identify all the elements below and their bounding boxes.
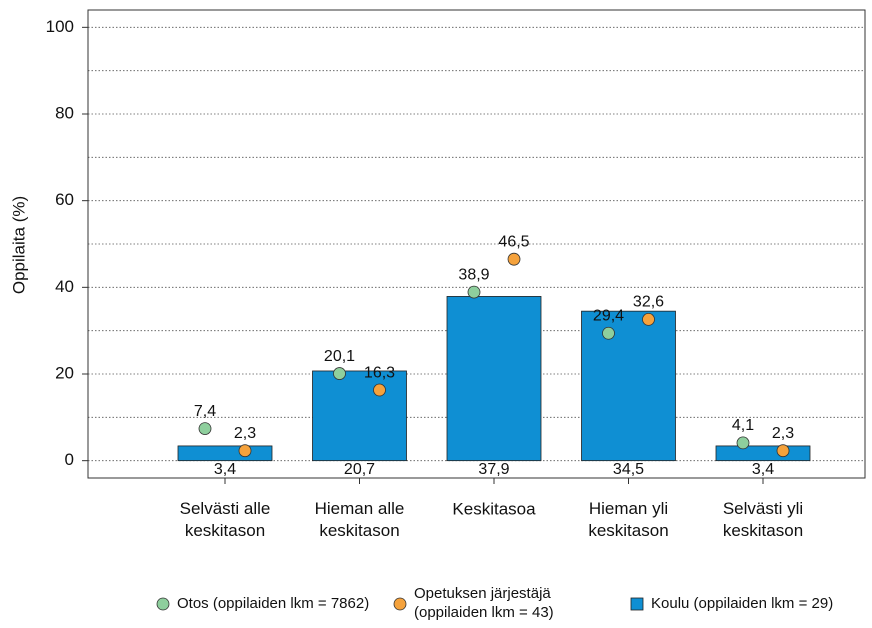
- legend-marker: [156, 597, 170, 611]
- point: [333, 367, 346, 380]
- legend-label: Opetuksen järjestäjä (oppilaiden lkm = 43…: [414, 585, 554, 621]
- bar: [312, 370, 407, 462]
- bar: [581, 310, 676, 462]
- legend-label: Otos (oppilaiden lkm = 7862): [177, 595, 369, 612]
- x-tick-label: Keskitasoa: [452, 499, 536, 518]
- point-value-label: 2,3: [234, 425, 256, 442]
- bar-value-label: 34,5: [613, 461, 644, 478]
- bar-value-label: 20,7: [344, 461, 375, 478]
- point-value-label: 46,5: [498, 233, 529, 250]
- y-axis-label: Oppilaita (%): [9, 196, 28, 294]
- legend-marker: [630, 597, 644, 611]
- x-tick-label: Selvästi yli keskitason: [723, 499, 803, 540]
- point-value-label: 7,4: [194, 403, 216, 420]
- legend-marker: [393, 597, 407, 611]
- y-tick-label: 80: [55, 103, 74, 122]
- point: [736, 436, 750, 450]
- bar-value-label: 3,4: [214, 461, 236, 478]
- y-tick-label: 0: [65, 450, 74, 469]
- point-value-label: 16,3: [364, 364, 395, 381]
- bar-value-label: 37,9: [478, 461, 509, 478]
- y-tick-label: 40: [55, 277, 74, 296]
- point-value-label: 4,1: [732, 417, 754, 434]
- x-tick-label: Hieman alle keskitason: [315, 499, 405, 540]
- point-value-label: 32,6: [633, 294, 664, 311]
- y-tick-label: 100: [46, 17, 74, 36]
- y-tick-label: 60: [55, 190, 74, 209]
- bar: [177, 445, 273, 462]
- x-tick-label: Hieman yli keskitason: [588, 499, 668, 540]
- point-value-label: 20,1: [324, 348, 355, 365]
- point-value-label: 38,9: [458, 266, 489, 283]
- point: [373, 383, 386, 397]
- point: [776, 444, 790, 458]
- point: [642, 312, 655, 326]
- point: [467, 285, 481, 299]
- bar: [446, 296, 542, 462]
- legend-label: Koulu (oppilaiden lkm = 29): [651, 595, 833, 612]
- y-tick-label: 20: [55, 363, 74, 382]
- bar-value-label: 3,4: [752, 461, 774, 478]
- x-tick-label: Selvästi alle keskitason: [180, 499, 271, 540]
- point: [507, 252, 521, 266]
- point-value-label: 2,3: [772, 425, 794, 442]
- point-value-label: 29,4: [593, 307, 624, 324]
- plot-frame: [87, 9, 866, 479]
- point: [602, 326, 615, 340]
- point: [238, 444, 252, 458]
- point: [198, 422, 212, 436]
- bar: [715, 445, 811, 462]
